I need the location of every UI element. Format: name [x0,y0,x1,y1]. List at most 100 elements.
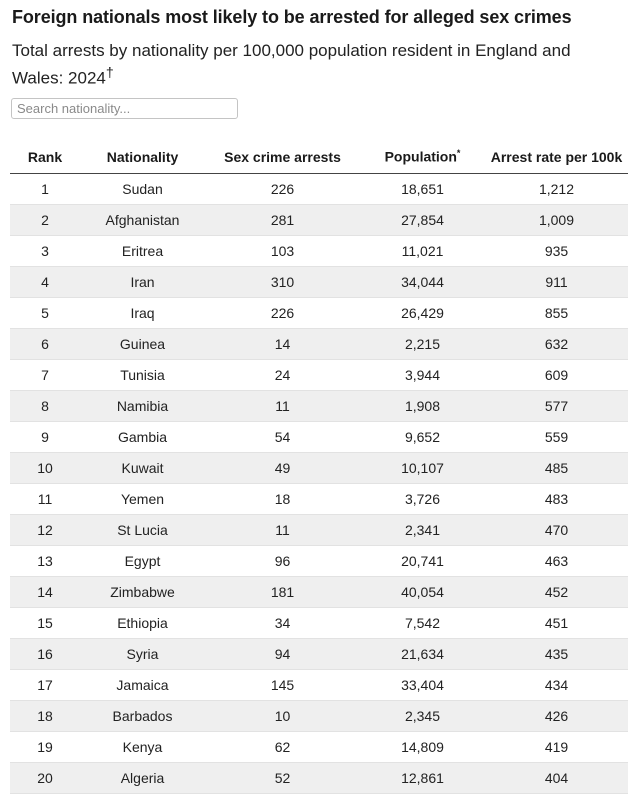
arrests-cell: 96 [205,545,360,577]
population-cell: 3,944 [360,359,485,391]
column-header-population[interactable]: Population* [360,140,485,174]
arrests-cell: 49 [205,452,360,484]
arrests-cell: 18 [205,483,360,515]
table-row: 3 Eritrea 103 11,021 935 [10,235,628,267]
table-row: 18 Barbados 10 2,345 426 [10,700,628,732]
chart-subtitle: Total arrests by nationality per 100,000… [12,40,624,90]
rank-cell: 15 [10,607,80,639]
population-cell: 9,652 [360,421,485,453]
rank-cell: 1 [10,173,80,205]
nationality-cell: Namibia [80,390,205,422]
nationality-cell: Egypt [80,545,205,577]
table-row: 17 Jamaica 145 33,404 434 [10,669,628,701]
nationality-cell: Syria [80,638,205,670]
column-header-arrest-rate[interactable]: Arrest rate per 100k [485,140,628,174]
population-cell: 2,341 [360,514,485,546]
arrests-cell: 11 [205,390,360,422]
population-cell: 26,429 [360,297,485,329]
arrest-rate-cell: 577 [485,390,628,422]
header-row: Rank Nationality Sex crime arrests Popul… [10,140,628,174]
table-row: 8 Namibia 11 1,908 577 [10,390,628,422]
rank-cell: 19 [10,731,80,763]
nationality-cell: Zimbabwe [80,576,205,608]
rank-cell: 9 [10,421,80,453]
arrest-rate-cell: 483 [485,483,628,515]
rank-cell: 13 [10,545,80,577]
rank-cell: 4 [10,266,80,298]
population-cell: 2,345 [360,700,485,732]
arrest-rate-cell: 451 [485,607,628,639]
arrests-cell: 181 [205,576,360,608]
arrests-cell: 103 [205,235,360,267]
rank-cell: 11 [10,483,80,515]
population-cell: 3,726 [360,483,485,515]
population-cell: 18,651 [360,173,485,205]
table-row: 16 Syria 94 21,634 435 [10,638,628,670]
population-cell: 27,854 [360,204,485,236]
nationality-cell: Guinea [80,328,205,360]
arrest-rate-cell: 1,009 [485,204,628,236]
rank-cell: 5 [10,297,80,329]
arrests-cell: 226 [205,297,360,329]
table-row: 6 Guinea 14 2,215 632 [10,328,628,360]
rank-cell: 10 [10,452,80,484]
data-table: Rank Nationality Sex crime arrests Popul… [10,140,628,794]
arrests-cell: 54 [205,421,360,453]
rank-cell: 18 [10,700,80,732]
subtitle-text: Total arrests by nationality per 100,000… [12,41,571,88]
table-row: 20 Algeria 52 12,861 404 [10,762,628,794]
subtitle-footnote-mark: † [105,65,114,81]
population-cell: 7,542 [360,607,485,639]
column-header-rank[interactable]: Rank [10,140,80,174]
arrest-rate-cell: 485 [485,452,628,484]
arrest-rate-cell: 1,212 [485,173,628,205]
nationality-cell: Jamaica [80,669,205,701]
table-row: 9 Gambia 54 9,652 559 [10,421,628,453]
table-row: 11 Yemen 18 3,726 483 [10,483,628,515]
arrests-cell: 94 [205,638,360,670]
rank-cell: 3 [10,235,80,267]
search-input[interactable] [11,98,238,119]
column-header-population-label: Population [384,148,457,165]
population-cell: 2,215 [360,328,485,360]
arrest-rate-cell: 404 [485,762,628,794]
arrest-rate-cell: 463 [485,545,628,577]
column-header-nationality[interactable]: Nationality [80,140,205,174]
arrest-rate-cell: 559 [485,421,628,453]
arrests-cell: 310 [205,266,360,298]
table-row: 13 Egypt 96 20,741 463 [10,545,628,577]
population-cell: 20,741 [360,545,485,577]
arrest-rate-cell: 452 [485,576,628,608]
arrest-rate-cell: 419 [485,731,628,763]
arrests-cell: 226 [205,173,360,205]
arrest-rate-cell: 426 [485,700,628,732]
arrest-rate-cell: 911 [485,266,628,298]
nationality-cell: Iran [80,266,205,298]
arrests-cell: 281 [205,204,360,236]
rank-cell: 2 [10,204,80,236]
population-cell: 40,054 [360,576,485,608]
nationality-cell: Barbados [80,700,205,732]
table-body: 1 Sudan 226 18,651 1,212 2 Afghanistan 281 27,85… [10,173,628,794]
nationality-cell: Algeria [80,762,205,794]
table-row: 14 Zimbabwe 181 40,054 452 [10,576,628,608]
arrest-rate-cell: 609 [485,359,628,391]
rank-cell: 20 [10,762,80,794]
column-header-sex-crime-arrests[interactable]: Sex crime arrests [205,140,360,174]
nationality-cell: St Lucia [80,514,205,546]
rank-cell: 17 [10,669,80,701]
table-row: 5 Iraq 226 26,429 855 [10,297,628,329]
arrests-cell: 10 [205,700,360,732]
arrests-cell: 62 [205,731,360,763]
nationality-cell: Sudan [80,173,205,205]
rank-cell: 7 [10,359,80,391]
rank-cell: 16 [10,638,80,670]
chart-title: Foreign nationals most likely to be arre… [12,7,572,27]
table-header: Rank Nationality Sex crime arrests Popul… [10,140,628,174]
table-row: 19 Kenya 62 14,809 419 [10,731,628,763]
population-cell: 1,908 [360,390,485,422]
arrests-cell: 24 [205,359,360,391]
arrest-rate-cell: 632 [485,328,628,360]
arrest-rate-cell: 935 [485,235,628,267]
